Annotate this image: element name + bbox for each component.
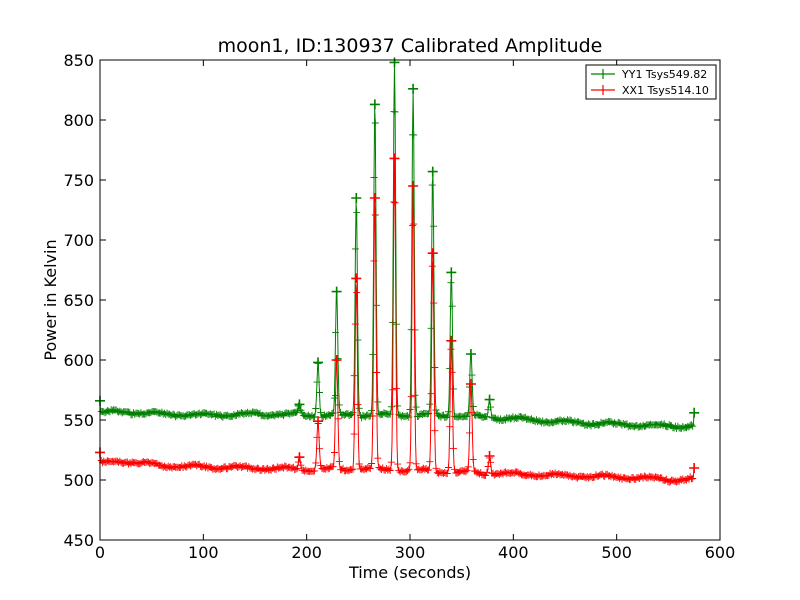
y-tick-label: 850: [63, 51, 94, 70]
data-point: [294, 452, 305, 463]
data-point: [369, 193, 380, 203]
y-tick-label: 800: [63, 111, 94, 130]
x-axis-title: Time (seconds): [348, 563, 471, 582]
legend-box: [585, 64, 717, 100]
y-tick-label: 500: [63, 471, 94, 490]
x-tick-label: 600: [705, 543, 736, 562]
data-point: [294, 399, 305, 410]
legend-label-xx1: XX1 Tsys514.10: [622, 84, 709, 97]
data-point: [427, 248, 438, 259]
series-layer: [95, 57, 700, 486]
x-tick-label: 100: [188, 543, 219, 562]
data-point: [389, 57, 400, 68]
x-tick-label: 500: [601, 543, 632, 562]
data-point: [331, 355, 342, 365]
y-tick-label: 550: [63, 411, 94, 430]
data-point: [331, 286, 342, 297]
y-tick-label: 600: [63, 351, 94, 370]
y-tick-label: 450: [63, 531, 94, 550]
y-tick-label: 650: [63, 291, 94, 310]
chart-title: moon1, ID:130937 Calibrated Amplitude: [218, 35, 603, 57]
x-tick-label: 0: [95, 543, 105, 562]
data-point: [408, 181, 419, 191]
data-point: [484, 451, 495, 461]
data-point: [351, 193, 362, 203]
data-point: [313, 416, 324, 427]
data-point: [427, 166, 438, 177]
y-axis-title: Power in Kelvin: [41, 239, 60, 360]
data-point: [446, 335, 457, 346]
legend: YY1 Tsys549.82 XX1 Tsys514.10: [585, 64, 717, 100]
data-point: [408, 83, 419, 94]
data-point: [689, 407, 700, 418]
data-point: [484, 394, 495, 405]
data-point: [389, 153, 400, 164]
data-point: [351, 273, 362, 284]
x-tick-label: 400: [498, 543, 529, 562]
data-point: [313, 357, 324, 368]
data-point: [689, 463, 700, 473]
legend-label-yy1: YY1 Tsys549.82: [621, 68, 707, 81]
data-point: [369, 99, 380, 110]
y-tick-label: 700: [63, 231, 94, 250]
x-tick-label: 200: [291, 543, 322, 562]
tick-layer: 0 100 200 300 400 500 600 450 500 550 600 650 700 750…: [63, 51, 735, 562]
data-point: [465, 349, 476, 359]
y-tick-label: 750: [63, 171, 94, 190]
x-tick-label: 300: [395, 543, 426, 562]
series-yy1: [95, 57, 700, 432]
data-point: [465, 379, 476, 389]
data-point: [446, 267, 457, 278]
